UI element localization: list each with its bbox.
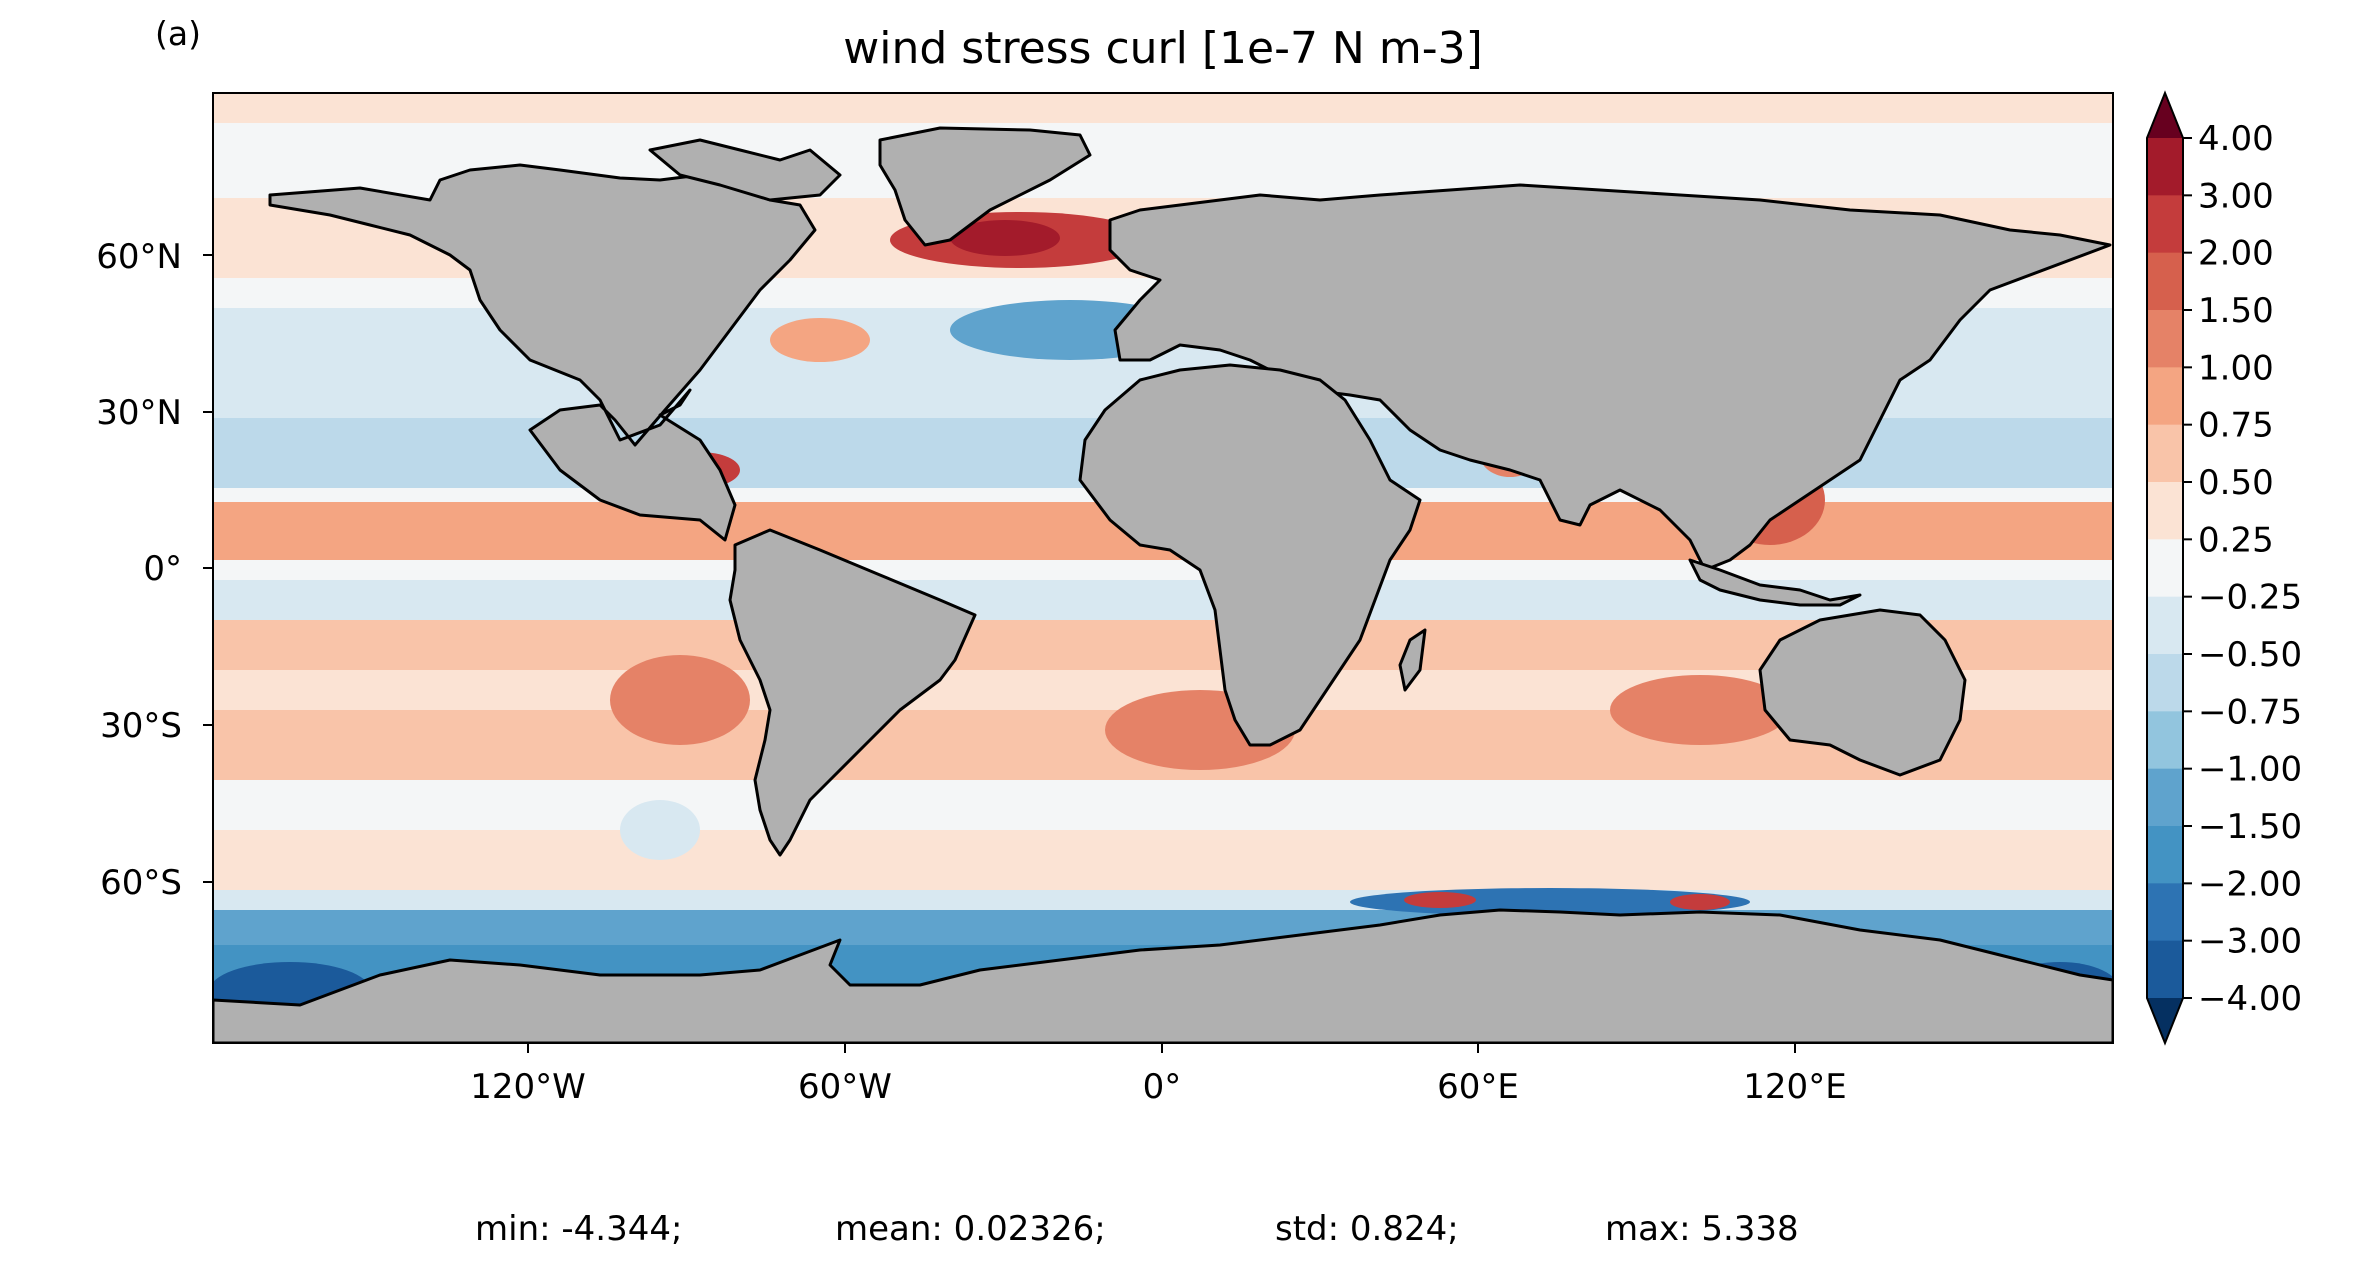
colorbar-ticks: 4.00 3.00 2.00 1.50 1.00 0.75 0.50 0.25 −0.25 −0.… bbox=[2183, 119, 2302, 1019]
colorbar-tick-label: −0.75 bbox=[2198, 692, 2302, 732]
colorbar-segment bbox=[2147, 940, 2183, 999]
colorbar-segment bbox=[2147, 482, 2183, 540]
colorbar-segment bbox=[2147, 596, 2183, 655]
colorbar-tick-label: 3.00 bbox=[2198, 176, 2274, 216]
lon-tick-label: 120°E bbox=[1743, 1067, 1846, 1107]
colorbar-tick-label: 4.00 bbox=[2198, 119, 2274, 159]
colorbar-segment bbox=[2147, 195, 2183, 254]
colorbar-segment bbox=[2147, 252, 2183, 311]
colorbar-segment bbox=[2147, 367, 2183, 426]
map-title: wind stress curl [1e-7 N m-3] bbox=[843, 23, 1482, 74]
colorbar-tick-label: −4.00 bbox=[2198, 979, 2302, 1019]
colorbar-tick-label: −0.50 bbox=[2198, 635, 2302, 675]
anomaly-blob bbox=[620, 800, 700, 860]
colorbar-segment bbox=[2147, 539, 2183, 598]
anomaly-blob bbox=[1610, 675, 1790, 745]
colorbar-tick-label: −1.00 bbox=[2198, 750, 2302, 790]
lon-tick-label: 60°W bbox=[798, 1067, 892, 1107]
lat-tick-label: 30°S bbox=[100, 706, 182, 746]
land-arctic-islands bbox=[648, 138, 842, 202]
colorbar-tick-label: 2.00 bbox=[2198, 234, 2274, 274]
colorbar-segment bbox=[2147, 310, 2183, 368]
curl-band bbox=[213, 780, 2113, 830]
colorbar-tick-label: 0.75 bbox=[2198, 406, 2274, 446]
lat-axis: 60°N 30°N 0° 30°S 60°S bbox=[96, 237, 213, 903]
stats-footer: min: -4.344; mean: 0.02326; std: 0.824; … bbox=[475, 1209, 1799, 1249]
anomaly-blob bbox=[950, 220, 1060, 256]
colorbar-tick-label: 1.00 bbox=[2198, 348, 2274, 388]
stat-mean: mean: 0.02326; bbox=[835, 1209, 1106, 1249]
curl-band bbox=[213, 93, 2113, 123]
anomaly-blob bbox=[770, 318, 870, 362]
colorbar-segments bbox=[2147, 138, 2183, 999]
curl-band bbox=[213, 830, 2113, 890]
colorbar-tick-label: 0.50 bbox=[2198, 463, 2274, 503]
lon-tick-label: 120°W bbox=[470, 1067, 586, 1107]
colorbar-segment bbox=[2147, 711, 2183, 770]
anomaly-blob bbox=[1670, 894, 1730, 910]
colorbar-tick-label: −2.00 bbox=[2198, 864, 2302, 904]
colorbar-segment bbox=[2147, 826, 2183, 884]
lat-tick-label: 30°N bbox=[96, 393, 182, 433]
stat-std: std: 0.824; bbox=[1275, 1209, 1459, 1249]
land-antarctica bbox=[213, 908, 2113, 1043]
panel-label: (a) bbox=[155, 14, 201, 53]
land-europe-asia bbox=[1108, 183, 2112, 572]
lat-tick-label: 0° bbox=[143, 549, 182, 589]
colorbar-segment bbox=[2147, 654, 2183, 712]
stat-min: min: -4.344; bbox=[475, 1209, 682, 1249]
colorbar-tick-label: 0.25 bbox=[2198, 520, 2274, 560]
colorbar-extend-bottom bbox=[2147, 998, 2183, 1043]
colorbar-extend-top bbox=[2147, 93, 2183, 138]
land-north-america bbox=[268, 163, 817, 542]
land-south-america bbox=[728, 528, 977, 857]
map-panel bbox=[213, 93, 2113, 1043]
land-australia bbox=[1758, 608, 1967, 777]
land-africa bbox=[1078, 363, 1422, 747]
colorbar-segment bbox=[2147, 768, 2183, 827]
land-masses bbox=[213, 126, 2113, 1043]
land-maritime-continent bbox=[1688, 558, 1862, 607]
lon-tick-label: 0° bbox=[1143, 1067, 1182, 1107]
curl-band bbox=[213, 890, 2113, 910]
colorbar-tick-label: −0.25 bbox=[2198, 578, 2302, 618]
colorbar-tick-label: 1.50 bbox=[2198, 291, 2274, 331]
colorbar-tick-label: −1.50 bbox=[2198, 807, 2302, 847]
colorbar-segment bbox=[2147, 138, 2183, 196]
colorbar-segment bbox=[2147, 424, 2183, 483]
colorbar: 4.00 3.00 2.00 1.50 1.00 0.75 0.50 0.25 −0.25 −0.… bbox=[2146, 90, 2302, 1046]
lat-tick-label: 60°N bbox=[96, 237, 182, 277]
colorbar-tick-label: −3.00 bbox=[2198, 922, 2302, 962]
anomaly-blob bbox=[1404, 892, 1476, 908]
land-greenland bbox=[878, 126, 1092, 247]
curl-band bbox=[213, 560, 2113, 580]
stat-max: max: 5.338 bbox=[1605, 1209, 1799, 1249]
land-madagascar bbox=[1398, 628, 1427, 692]
lat-tick-label: 60°S bbox=[100, 863, 182, 903]
anomaly-blob bbox=[610, 655, 750, 745]
colorbar-segment bbox=[2147, 883, 2183, 942]
lon-tick-label: 60°E bbox=[1437, 1067, 1519, 1107]
lon-axis: 120°W 60°W 0° 60°E 120°E bbox=[470, 1043, 1847, 1107]
